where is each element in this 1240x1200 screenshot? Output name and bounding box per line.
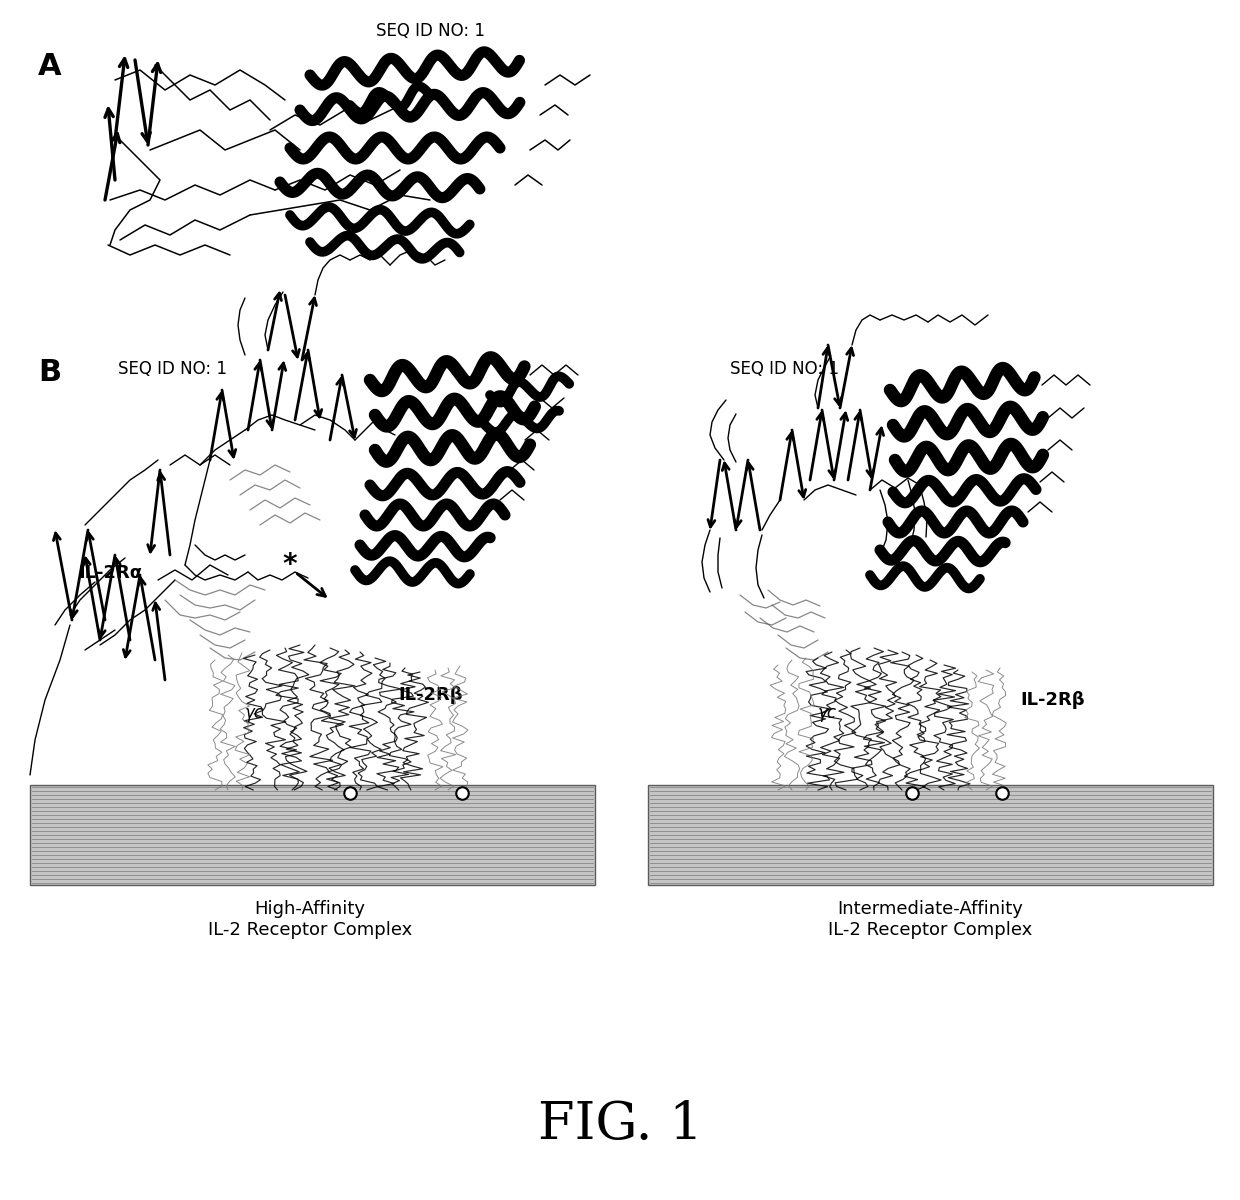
Text: IL-2Rβ: IL-2Rβ [1021, 691, 1085, 709]
Text: SEQ ID NO: 1: SEQ ID NO: 1 [730, 360, 839, 378]
Text: γc: γc [818, 704, 837, 722]
Text: *: * [281, 551, 299, 578]
Text: A: A [38, 52, 62, 80]
Text: FIG. 1: FIG. 1 [538, 1099, 702, 1151]
Text: γc: γc [246, 704, 264, 722]
Text: IL-2Rα: IL-2Rα [78, 564, 143, 582]
Text: Intermediate-Affinity
IL-2 Receptor Complex: Intermediate-Affinity IL-2 Receptor Comp… [828, 900, 1032, 938]
Text: SEQ ID NO: 1: SEQ ID NO: 1 [118, 360, 227, 378]
Bar [649, 785, 1213, 886]
Text: B: B [38, 358, 61, 386]
Text: SEQ ID NO: 1: SEQ ID NO: 1 [376, 22, 485, 40]
Text: IL-2Rβ: IL-2Rβ [398, 686, 463, 704]
Text: High-Affinity
IL-2 Receptor Complex: High-Affinity IL-2 Receptor Complex [208, 900, 412, 938]
Bar [30, 785, 595, 886]
